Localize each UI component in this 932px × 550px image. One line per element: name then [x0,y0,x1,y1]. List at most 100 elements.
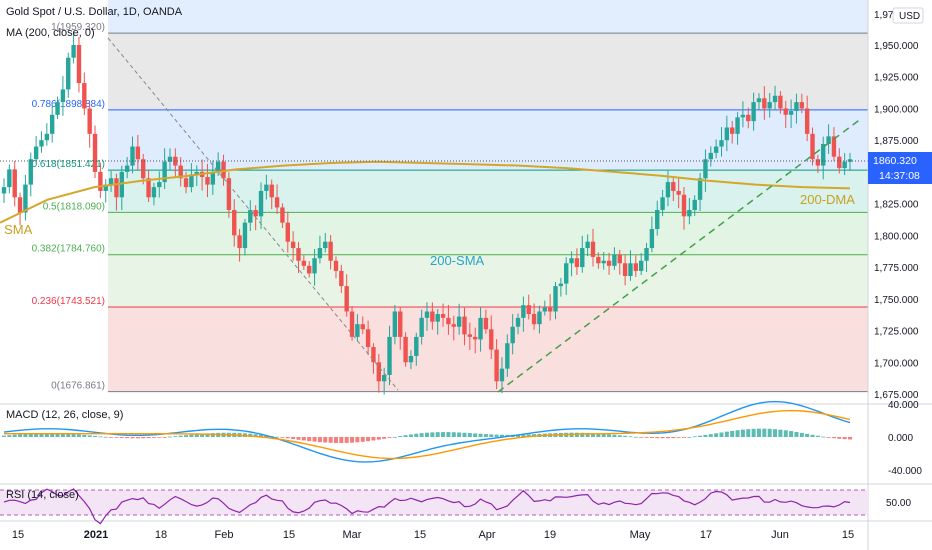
macd-bar [425,432,429,437]
candle-body [269,184,274,198]
candle-body [671,182,676,191]
macd-bar [762,428,767,437]
candle-body [162,161,167,183]
sma-left-annotation: y SMA [0,222,33,237]
macd-bar [789,431,794,437]
macd-bar [141,437,146,439]
candle-body [724,127,730,141]
macd-bar [280,437,285,438]
candle-body [237,235,242,249]
candle-body [146,178,151,198]
macd-bar [671,437,676,439]
time-tick: 18 [155,529,167,541]
macd-bar [408,434,413,437]
price-axis[interactable]: 1,950.0001,925.0001,900.0001,875.0001,85… [874,10,922,477]
time-axis[interactable]: 15 2021 18 Feb 15 Mar 15 Apr 19 May 17 Jun 15 [12,529,854,541]
candle-body [135,146,141,160]
rsi-label[interactable]: RSI (14, close) [6,489,79,501]
candle-body [713,146,719,153]
price-tick: 1,750.000 [874,295,919,306]
macd-bar [810,434,815,437]
ma-indicator-label[interactable]: MA (200, close, 0) [6,27,95,39]
macd-bar [633,436,638,438]
fib-labels: 1(1959.320) 0.786(1898.884) 0.618(1851.421… [32,22,105,391]
candle-body [414,336,419,356]
candle-body [489,329,494,350]
candle-body [178,165,183,179]
candle-body [821,143,826,166]
candle-body [574,258,580,268]
candle-body [440,314,446,318]
fib-label: 1(1959.320) [51,22,105,33]
candle-body [778,95,783,109]
macd-bar [398,436,403,437]
candle-body [665,182,671,198]
macd-bar [478,433,483,437]
candle-body [12,169,17,198]
candle-body [660,197,665,210]
candle-body [221,161,226,179]
macd-bar [831,437,836,439]
candle-body [783,108,788,115]
fib-label: 0.618(1851.421) [32,159,105,170]
macd-bar [194,434,199,437]
macd-bar [698,435,703,437]
macd-bar [837,437,842,439]
macd-bar [403,435,408,437]
price-tick: 1,900.000 [874,104,919,115]
time-tick: 15 [414,529,426,541]
macd-bar [467,433,472,437]
macd-bar [773,429,778,437]
macd-bar [639,437,644,438]
price-tick: 1,825.000 [874,200,919,211]
macd-bar [366,437,371,442]
candle-body [622,263,628,276]
price-tick: 1,775.000 [874,263,919,274]
fib-label: 0.786(1898.884) [32,99,105,110]
macd-bar [103,436,108,438]
macd-bar [162,437,167,438]
time-tick: Feb [215,529,234,541]
macd-label[interactable]: MACD (12, 26, close, 9) [6,409,123,421]
candle-body [606,260,612,266]
macd-bar [756,428,761,437]
macd-bar [259,434,264,437]
macd-bar [98,436,103,438]
macd-bar [499,434,504,437]
candle-body [392,311,398,337]
candle-body [804,108,810,134]
time-tick: 15 [283,529,295,541]
macd-bar [842,437,847,440]
candle-body [472,336,478,340]
fib-zones [108,0,868,392]
macd-bar [580,432,585,437]
candle-body [730,127,735,134]
macd-bar [296,437,301,440]
currency-badge[interactable] [892,7,924,24]
candle-body [344,286,349,312]
candle-body [799,102,805,109]
macd-tick: -40.000 [888,466,922,477]
macd-bar [392,436,397,438]
candle-body [258,190,264,217]
macd-bar [360,437,365,442]
price-tick: 1,675.000 [874,390,919,401]
macd-bar [740,429,745,437]
candle-body [644,248,649,261]
candle-body [242,222,248,249]
macd-bar [146,437,151,439]
candle-body [542,307,547,312]
macd-bar [44,433,49,437]
macd-bar [430,432,435,437]
macd-bar [590,433,595,437]
macd-bar [607,434,612,437]
candle-body [564,263,569,284]
candle-body [756,98,762,103]
candle-body [408,355,414,363]
candle-body [521,305,526,318]
candle-body [740,114,746,118]
countdown: 14:37:08 [879,170,920,182]
candle-body [446,317,451,325]
candle-body [697,178,703,200]
macd-bar [371,437,376,441]
